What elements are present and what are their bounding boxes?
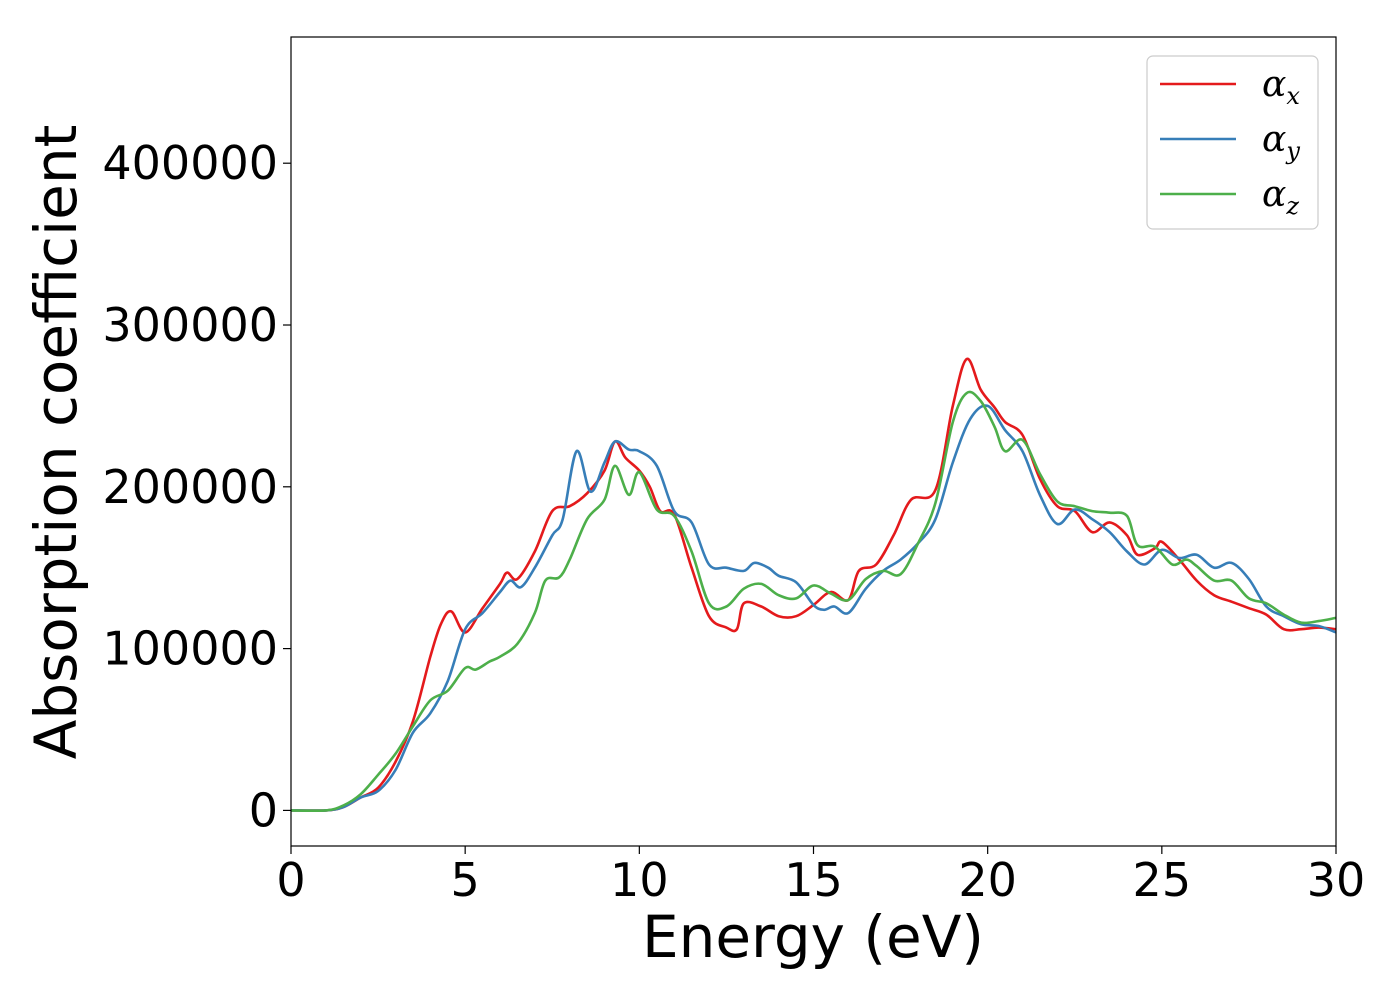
x-axis-label: Energy (eV) (642, 903, 984, 971)
y-axis-ticks: 0 100000 200000 300000 400000 (102, 136, 291, 837)
x-tick-label: 20 (958, 853, 1017, 907)
y-tick-label: 100000 (102, 622, 278, 676)
y-tick-label: 300000 (102, 298, 278, 352)
y-tick-label: 0 (249, 783, 278, 837)
legend-label-z: αz (1262, 174, 1299, 220)
series-layer (290, 357, 1337, 813)
legend: αx αy αz (1146, 55, 1319, 230)
x-tick-label: 0 (276, 853, 305, 907)
x-tick-label: 25 (1133, 853, 1192, 907)
x-axis-ticks: 0 5 10 15 20 25 30 (276, 846, 1365, 907)
series-line-x (290, 357, 1337, 812)
x-tick-label: 30 (1307, 853, 1366, 907)
legend-label-y: αy (1262, 119, 1300, 165)
x-tick-label: 15 (784, 853, 843, 907)
legend-box (1146, 55, 1319, 230)
y-tick-label: 400000 (102, 136, 278, 190)
x-tick-label: 5 (451, 853, 480, 907)
x-tick-label: 10 (610, 853, 669, 907)
y-axis-label: Absorption coefficient (22, 125, 90, 760)
series-line-z (290, 390, 1337, 813)
series-line-y (290, 404, 1337, 812)
legend-label-x: αx (1262, 64, 1300, 110)
y-tick-label: 200000 (102, 460, 278, 514)
